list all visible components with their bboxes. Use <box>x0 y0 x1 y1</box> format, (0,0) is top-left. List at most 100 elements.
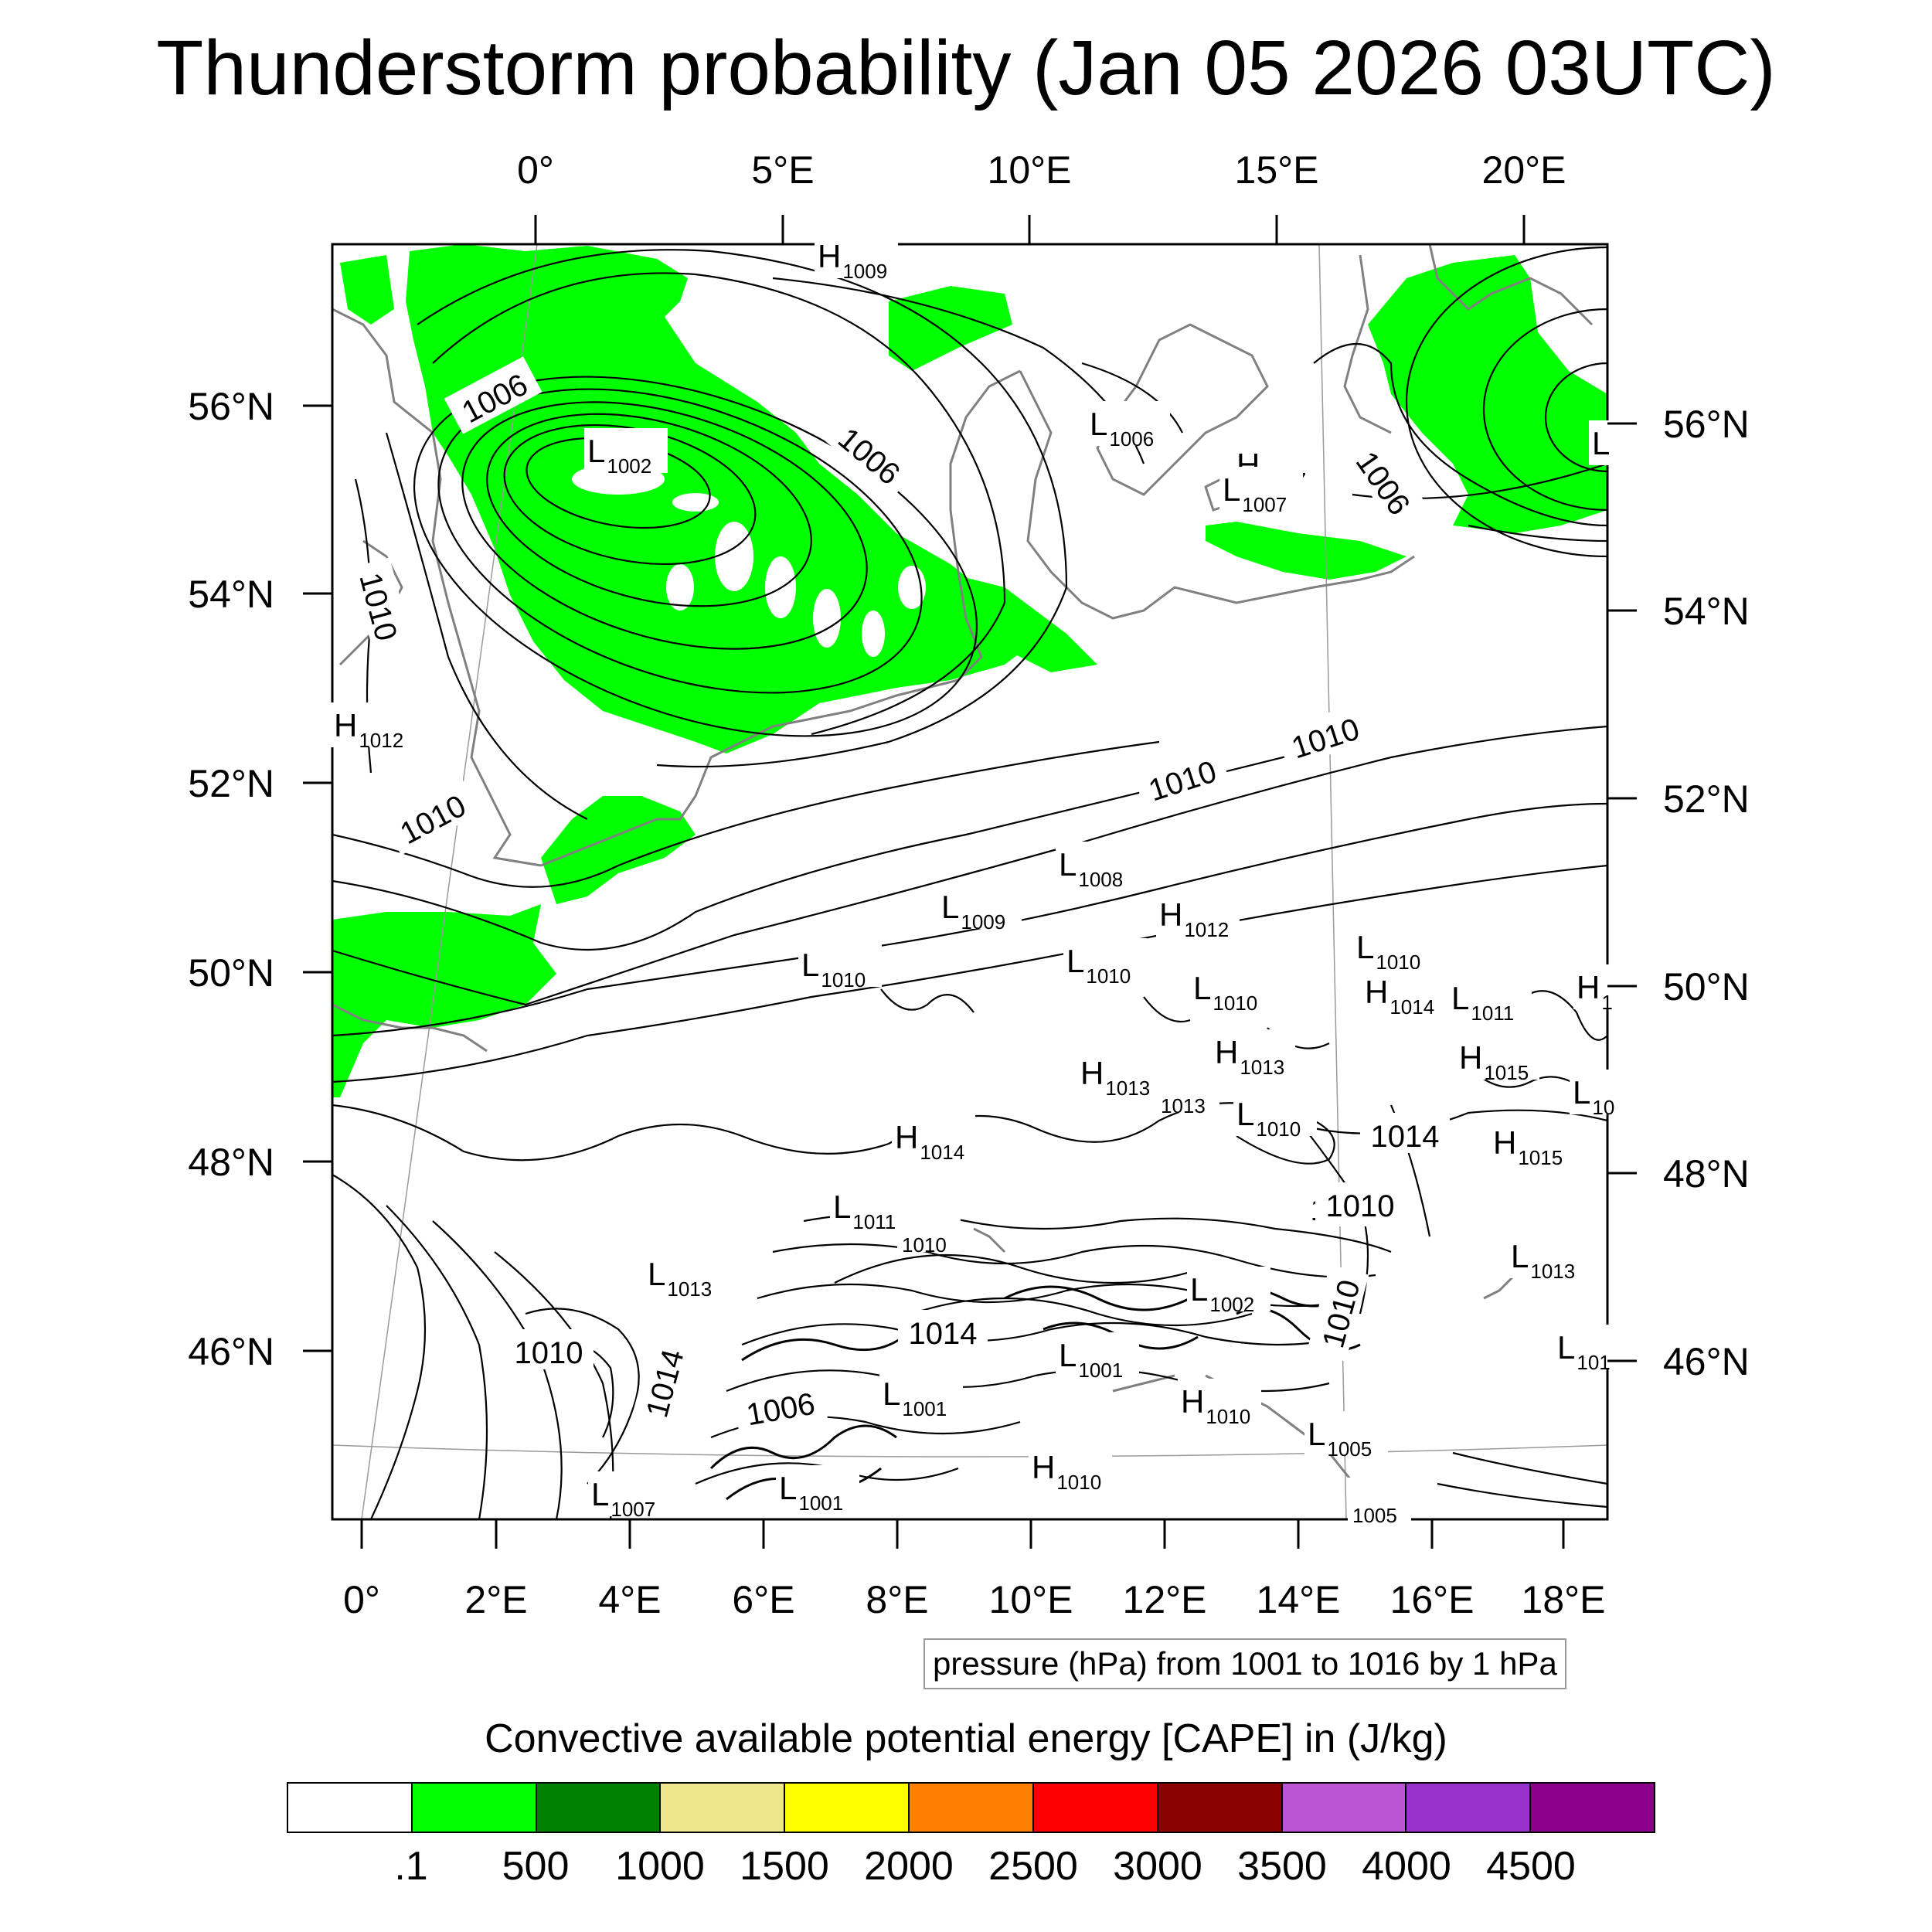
left-lat-label: 48°N <box>188 1141 274 1184</box>
pressure-center: L1010 <box>1353 924 1437 974</box>
contour-label: 1006 <box>732 1378 828 1434</box>
colorbar-swatch <box>661 1784 786 1832</box>
pressure-center-bg <box>1362 969 1445 1014</box>
pressure-center-bg <box>879 1371 963 1416</box>
colorbar-label: 2000 <box>864 1844 954 1889</box>
contour-label: 1010 <box>1275 702 1373 768</box>
map-frame <box>331 243 1609 1521</box>
contour-label-text: 1010 <box>1326 1189 1395 1223</box>
pressure-center-value: 1011 <box>852 1210 896 1233</box>
right-lat-label: 54°N <box>1663 590 1750 633</box>
pressure-center-value: 1002 <box>607 454 651 478</box>
colorbar-label: 500 <box>502 1844 570 1889</box>
chart-title: Thunderstorm probability (Jan 05 2026 03… <box>156 25 1776 111</box>
cape-area-channel <box>332 904 556 1097</box>
pressure-center: L1010 <box>798 942 882 992</box>
pressure-center-bg <box>1304 1411 1388 1456</box>
pressure-center-value: 10 <box>1592 1096 1614 1119</box>
bottom-lon-label: 8°E <box>866 1578 928 1621</box>
left-lat-label: 52°N <box>188 762 274 805</box>
pressure-center: 1010 <box>897 1207 961 1257</box>
pressure-center: L1010 <box>1190 965 1274 1015</box>
pressure-center-bg <box>1056 842 1139 886</box>
contour-label-bg <box>444 356 543 434</box>
pressure-center: H1009 <box>815 233 898 283</box>
pressure-center-type: 1005 <box>1352 1504 1397 1527</box>
pressure-center: H1014 <box>892 1114 975 1164</box>
pressure-center: L1006 <box>1087 401 1170 451</box>
pressure-center-value: 1011 <box>1471 1002 1514 1025</box>
contour-label-bg <box>504 1329 594 1369</box>
pressure-center-value: 1007 <box>611 1498 655 1521</box>
contour-label-text: 1014 <box>1371 1120 1440 1154</box>
pressure-center-value: 1012 <box>1184 918 1229 941</box>
bottom-lon-label: 6°E <box>732 1578 794 1621</box>
cape-area-east <box>1368 255 1607 533</box>
pressure-center-bg <box>645 1251 728 1296</box>
pressure-center-type: L1010 <box>1236 1096 1301 1141</box>
contour-label-bg <box>1360 1113 1450 1153</box>
pressure-center: H1013 <box>1077 1050 1161 1100</box>
contour-label-bg <box>382 777 481 855</box>
pressure-center-value: 1013 <box>1240 1056 1284 1079</box>
bottom-lon-label: 18°E <box>1522 1578 1606 1621</box>
pressure-center: H1014 <box>1362 969 1445 1019</box>
bottom-lon-label: 16°E <box>1390 1578 1475 1621</box>
pressure-center-value: 1013 <box>1105 1077 1150 1100</box>
pressure-center: H1 <box>1573 964 1657 1014</box>
pressure-center-value: 1010 <box>1213 992 1257 1015</box>
contour-label-bg <box>350 557 413 655</box>
pressure-center-value: 1013 <box>1530 1260 1575 1283</box>
pressure-center-bg <box>815 233 898 278</box>
colorbar-swatch <box>1531 1784 1654 1832</box>
pressure-center-value: 1007 <box>1242 493 1287 516</box>
pressure-center: H1015 <box>1456 1035 1539 1084</box>
colorbar-swatch <box>412 1784 537 1832</box>
pressure-center-value: 1009 <box>842 260 887 283</box>
pressure-center-value: 101 <box>1577 1351 1610 1374</box>
top-lon-label: 20°E <box>1482 148 1566 192</box>
pressure-center-value: 1010 <box>902 1233 947 1257</box>
colorbar-label: 4500 <box>1486 1844 1576 1889</box>
colorbar-label: 1500 <box>740 1844 829 1889</box>
pressure-center-bg <box>1178 1379 1261 1423</box>
colorbar-swatch <box>1282 1784 1407 1832</box>
contour-label: 1014 <box>1360 1113 1450 1154</box>
contour-label: 1010 <box>1307 1264 1369 1362</box>
contour-label: 1010 <box>1315 1182 1405 1223</box>
pressure-center: L10 <box>1570 1070 1653 1119</box>
colorbar-swatch <box>536 1784 662 1832</box>
pressure-center-value: 1014 <box>920 1141 964 1164</box>
colorbar-swatch <box>785 1784 910 1832</box>
contour-label: 1010 <box>1132 744 1230 811</box>
pressure-center: L1002 <box>584 428 668 478</box>
right-lat-label: 48°N <box>1663 1152 1750 1196</box>
pressure-center-bg <box>1156 1068 1219 1113</box>
colorbar-title: Convective available potential energy [C… <box>485 1716 1447 1761</box>
pressure-center: H1015 <box>1490 1120 1573 1169</box>
pressure-center-bg <box>584 428 668 473</box>
contour-label-bg <box>1343 433 1428 530</box>
colorbar-label: 3500 <box>1237 1844 1327 1889</box>
pressure-center-bg <box>1233 1091 1317 1136</box>
contour-label-bg <box>824 409 919 498</box>
colorbar-label: 2500 <box>988 1844 1078 1889</box>
pressure-center-value: 1015 <box>1484 1061 1529 1084</box>
colorbar-swatch <box>1158 1784 1283 1832</box>
pressure-center-type: L <box>1592 425 1610 461</box>
cape-area-scattered-1 <box>889 286 1012 371</box>
bottom-lon-label: 14°E <box>1257 1578 1341 1621</box>
pressure-center-bg <box>1156 892 1240 937</box>
pressure-center: H1010 <box>1178 1379 1261 1428</box>
colorbar-swatch <box>288 1784 413 1832</box>
pressure-center: L1001 <box>1056 1332 1139 1382</box>
top-lon-label: 15°E <box>1235 148 1319 192</box>
left-lat-label: 56°N <box>188 385 274 428</box>
cape-area-scattered-3 <box>340 255 394 325</box>
pressure-center-value: 1010 <box>1206 1405 1250 1428</box>
right-lat-label: 50°N <box>1663 965 1750 1009</box>
pressure-center: L <box>1589 420 1672 465</box>
pressure-center-bg <box>1348 1478 1411 1522</box>
axes: 0° 5°E 10°E 15°E 20°E 0° 2°E 4°E 6°E 8°E 10°E 12°E 1… <box>188 148 1749 1621</box>
